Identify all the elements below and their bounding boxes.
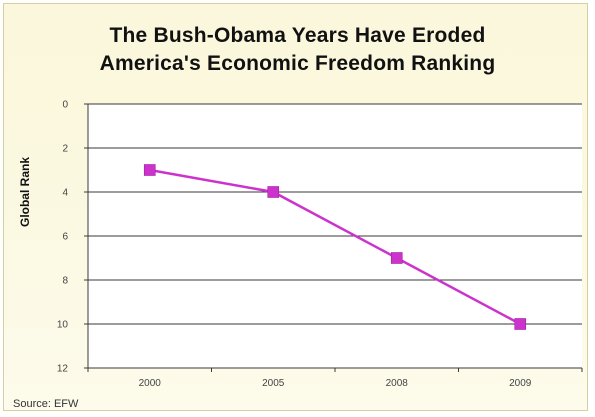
data-point-marker (267, 186, 280, 198)
y-tick-label: 8 (62, 276, 68, 287)
chart-title-line2: America's Economic Freedom Ranking (99, 52, 496, 75)
y-tick-label: 2 (62, 144, 68, 155)
data-point-marker (390, 252, 403, 264)
x-tick-label: 2009 (509, 378, 532, 389)
series-line (149, 168, 521, 326)
y-tick-label: 0 (62, 100, 68, 111)
x-tick-label: 2008 (386, 378, 409, 389)
source-note: Source: EFW (13, 398, 79, 410)
y-tick-label: 4 (62, 188, 68, 199)
y-tick-label: 12 (57, 364, 69, 375)
y-tick-label: 6 (62, 232, 68, 243)
data-point-marker (143, 164, 156, 176)
x-tick-label: 2005 (262, 378, 285, 389)
data-point-marker (514, 318, 527, 330)
x-tick-label: 2000 (139, 378, 162, 389)
y-tick-label: 10 (57, 320, 69, 331)
chart-title-line1: The Bush-Obama Years Have Eroded (109, 24, 486, 47)
